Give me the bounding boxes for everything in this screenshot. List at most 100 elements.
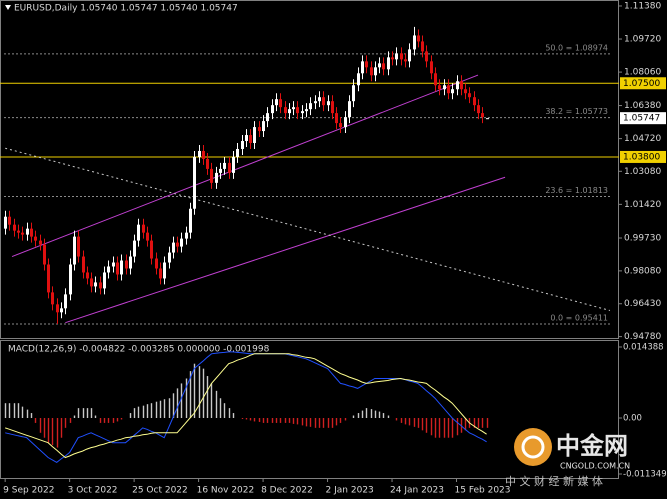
- candle-body: [262, 121, 265, 132]
- candle-body: [30, 228, 33, 237]
- candle-body: [206, 158, 209, 169]
- x-tick-label: 3 Oct 2022: [68, 486, 118, 496]
- fibo-label: 0.0 = 0.95411: [550, 314, 608, 323]
- candle-body: [327, 101, 330, 106]
- candle-body: [17, 230, 20, 233]
- candle-body: [481, 113, 484, 118]
- candle-body: [172, 242, 175, 253]
- candle-body: [288, 109, 291, 114]
- fibo-label: 50.0 = 1.08974: [545, 43, 608, 52]
- candle-body: [56, 304, 59, 313]
- y-tick-label: 0.94780: [624, 332, 661, 342]
- candle-body: [47, 264, 50, 293]
- candle-body: [180, 238, 183, 247]
- x-tick-label: 16 Nov 2022: [197, 486, 255, 496]
- candle-body: [193, 156, 196, 209]
- candle-body: [39, 240, 42, 245]
- candle-body: [146, 232, 149, 241]
- watermark-slogan: 中 文 财 经 新 媒 体: [505, 474, 603, 488]
- candle-body: [387, 57, 390, 70]
- candle-body: [425, 51, 428, 62]
- candle-body: [26, 228, 29, 235]
- candle-body: [296, 107, 299, 114]
- candle-body: [125, 260, 128, 269]
- candle-body: [434, 73, 437, 86]
- candle-body: [150, 240, 153, 259]
- x-tick-label: 25 Oct 2022: [132, 486, 188, 496]
- candle-body: [253, 127, 256, 144]
- candle-body: [314, 101, 317, 104]
- candle-body: [249, 135, 252, 144]
- candle-body: [34, 236, 37, 241]
- candle-body: [94, 282, 97, 287]
- candle-body: [82, 256, 85, 273]
- y-tick-label: 1.11380: [624, 1, 661, 11]
- price-box: [620, 150, 666, 163]
- candle-body: [51, 292, 54, 305]
- y-tick-label: 1.06380: [624, 101, 661, 111]
- candle-body: [241, 141, 244, 149]
- candle-body: [348, 101, 351, 118]
- y-tick-label: 0.00: [623, 413, 642, 423]
- candle-body: [219, 168, 222, 173]
- watermark-name: 中金网: [556, 432, 628, 460]
- candle-body: [129, 256, 132, 269]
- trendline: [11, 74, 479, 258]
- price-box-label: 1.03800: [623, 152, 660, 162]
- candle-body: [198, 150, 201, 157]
- candle-body: [473, 97, 476, 106]
- y-tick-label: 0.014388: [623, 342, 664, 352]
- candle-body: [60, 308, 63, 313]
- candle-body: [301, 111, 304, 114]
- candle-body: [103, 272, 106, 289]
- candle-body: [215, 172, 218, 183]
- candle-body: [318, 97, 321, 102]
- candle-body: [90, 278, 93, 287]
- trendline: [65, 176, 506, 324]
- candle-body: [404, 59, 407, 62]
- candle-body: [447, 85, 450, 94]
- candle-body: [352, 85, 355, 102]
- candle-body: [456, 81, 459, 90]
- last-price-label: 1.05747: [623, 114, 660, 124]
- chart-title: EURUSD,Daily 1.05740 1.05747 1.05740 1.0…: [14, 4, 238, 14]
- candle-body: [142, 224, 145, 233]
- x-tick-label: 8 Dec 2022: [261, 486, 313, 496]
- menu-icon[interactable]: [5, 5, 11, 10]
- candle-body: [464, 89, 467, 94]
- price-box-label: 1.07500: [623, 79, 660, 89]
- candle-body: [417, 35, 420, 42]
- candle-body: [395, 53, 398, 60]
- candle-body: [21, 232, 24, 235]
- trendline: [5, 147, 611, 311]
- candle-body: [176, 242, 179, 247]
- candle-body: [339, 123, 342, 128]
- candle-body: [223, 162, 226, 169]
- price-box: [620, 77, 666, 90]
- candle-body: [266, 113, 269, 122]
- candle-body: [202, 150, 205, 159]
- candle-body: [245, 135, 248, 142]
- candle-body: [400, 53, 403, 60]
- y-tick-label: 1.08060: [624, 68, 661, 78]
- macd-pane: [0, 340, 619, 479]
- watermark-logo: [514, 428, 552, 466]
- candle-body: [344, 117, 347, 128]
- candle-body: [120, 260, 123, 275]
- candle-body: [236, 148, 239, 157]
- candle-body: [275, 99, 278, 106]
- candle-body: [391, 57, 394, 60]
- candle-body: [73, 236, 76, 265]
- candle-body: [443, 85, 446, 90]
- candle-body: [210, 168, 213, 183]
- candle-body: [468, 93, 471, 98]
- y-tick-label: 1.03080: [624, 167, 661, 177]
- candle-body: [421, 41, 424, 52]
- fibo-label: 38.2 = 1.05773: [545, 107, 608, 116]
- candle-body: [382, 63, 385, 70]
- candle-body: [370, 67, 373, 76]
- candle-body: [159, 268, 162, 279]
- candle-body: [413, 35, 416, 50]
- last-price-box: [620, 112, 666, 125]
